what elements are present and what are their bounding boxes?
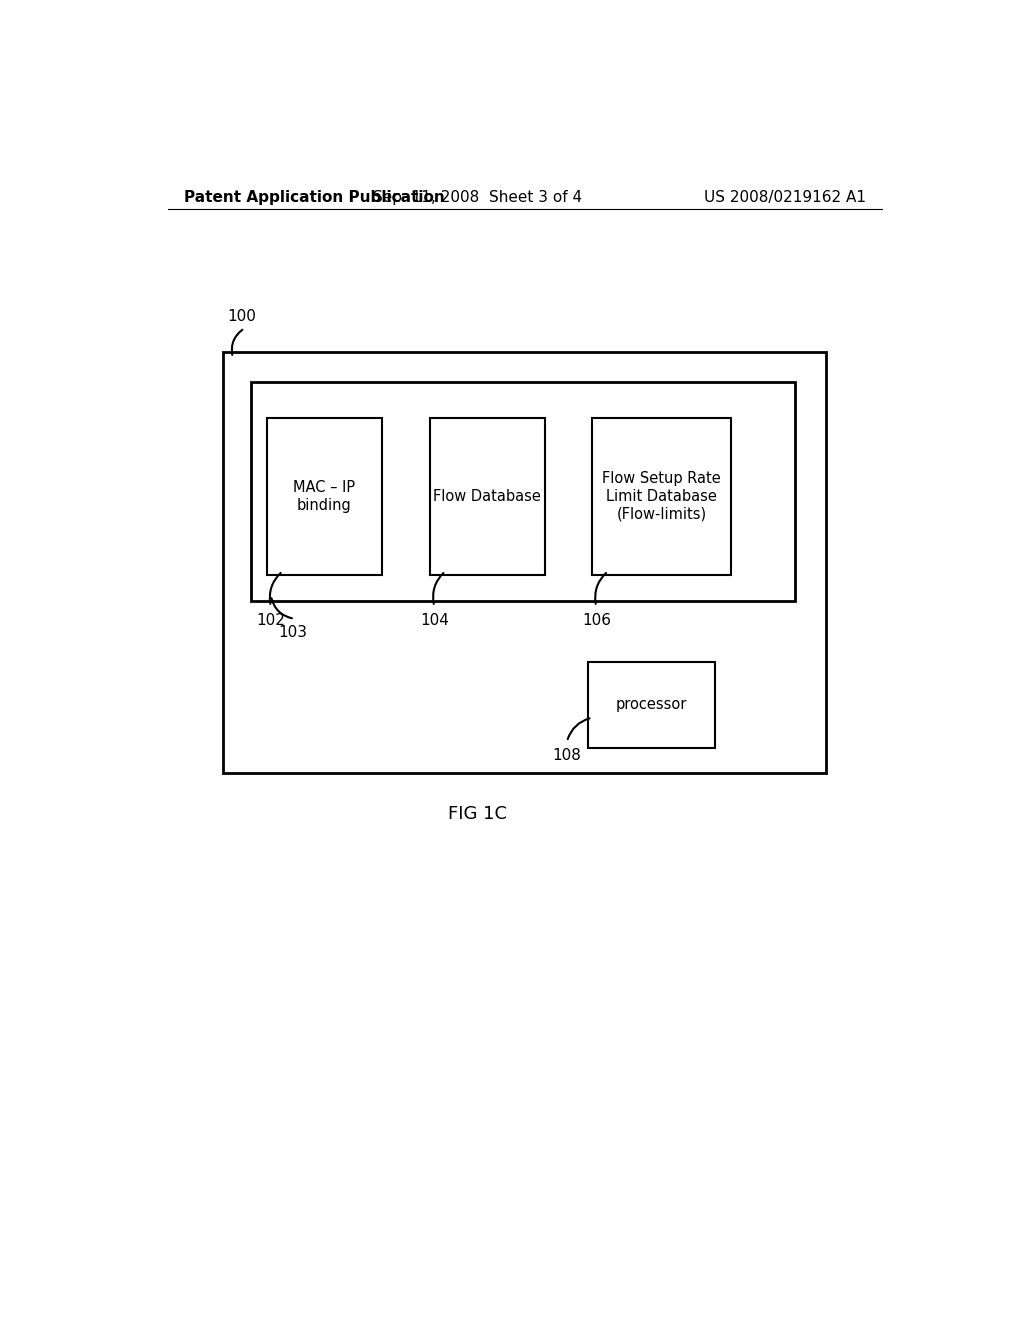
Bar bbox=[592, 417, 731, 576]
Text: Patent Application Publication: Patent Application Publication bbox=[183, 190, 444, 205]
Bar bbox=[223, 351, 826, 774]
Text: Flow Setup Rate
Limit Database
(Flow-limits): Flow Setup Rate Limit Database (Flow-lim… bbox=[602, 471, 721, 521]
Text: 102: 102 bbox=[257, 612, 286, 628]
Text: FIG 1C: FIG 1C bbox=[447, 805, 507, 822]
Text: 108: 108 bbox=[553, 748, 582, 763]
Text: Sep. 11, 2008  Sheet 3 of 4: Sep. 11, 2008 Sheet 3 of 4 bbox=[373, 190, 582, 205]
Text: MAC – IP
binding: MAC – IP binding bbox=[293, 480, 355, 512]
Text: US 2008/0219162 A1: US 2008/0219162 A1 bbox=[705, 190, 866, 205]
Bar bbox=[588, 661, 715, 748]
Text: 106: 106 bbox=[582, 612, 611, 628]
Text: 104: 104 bbox=[420, 612, 449, 628]
Text: 100: 100 bbox=[227, 309, 256, 325]
Bar bbox=[251, 381, 795, 601]
Text: Flow Database: Flow Database bbox=[433, 488, 541, 504]
Bar bbox=[267, 417, 382, 576]
Text: 103: 103 bbox=[279, 624, 308, 640]
Bar bbox=[430, 417, 545, 576]
Text: processor: processor bbox=[616, 697, 687, 713]
